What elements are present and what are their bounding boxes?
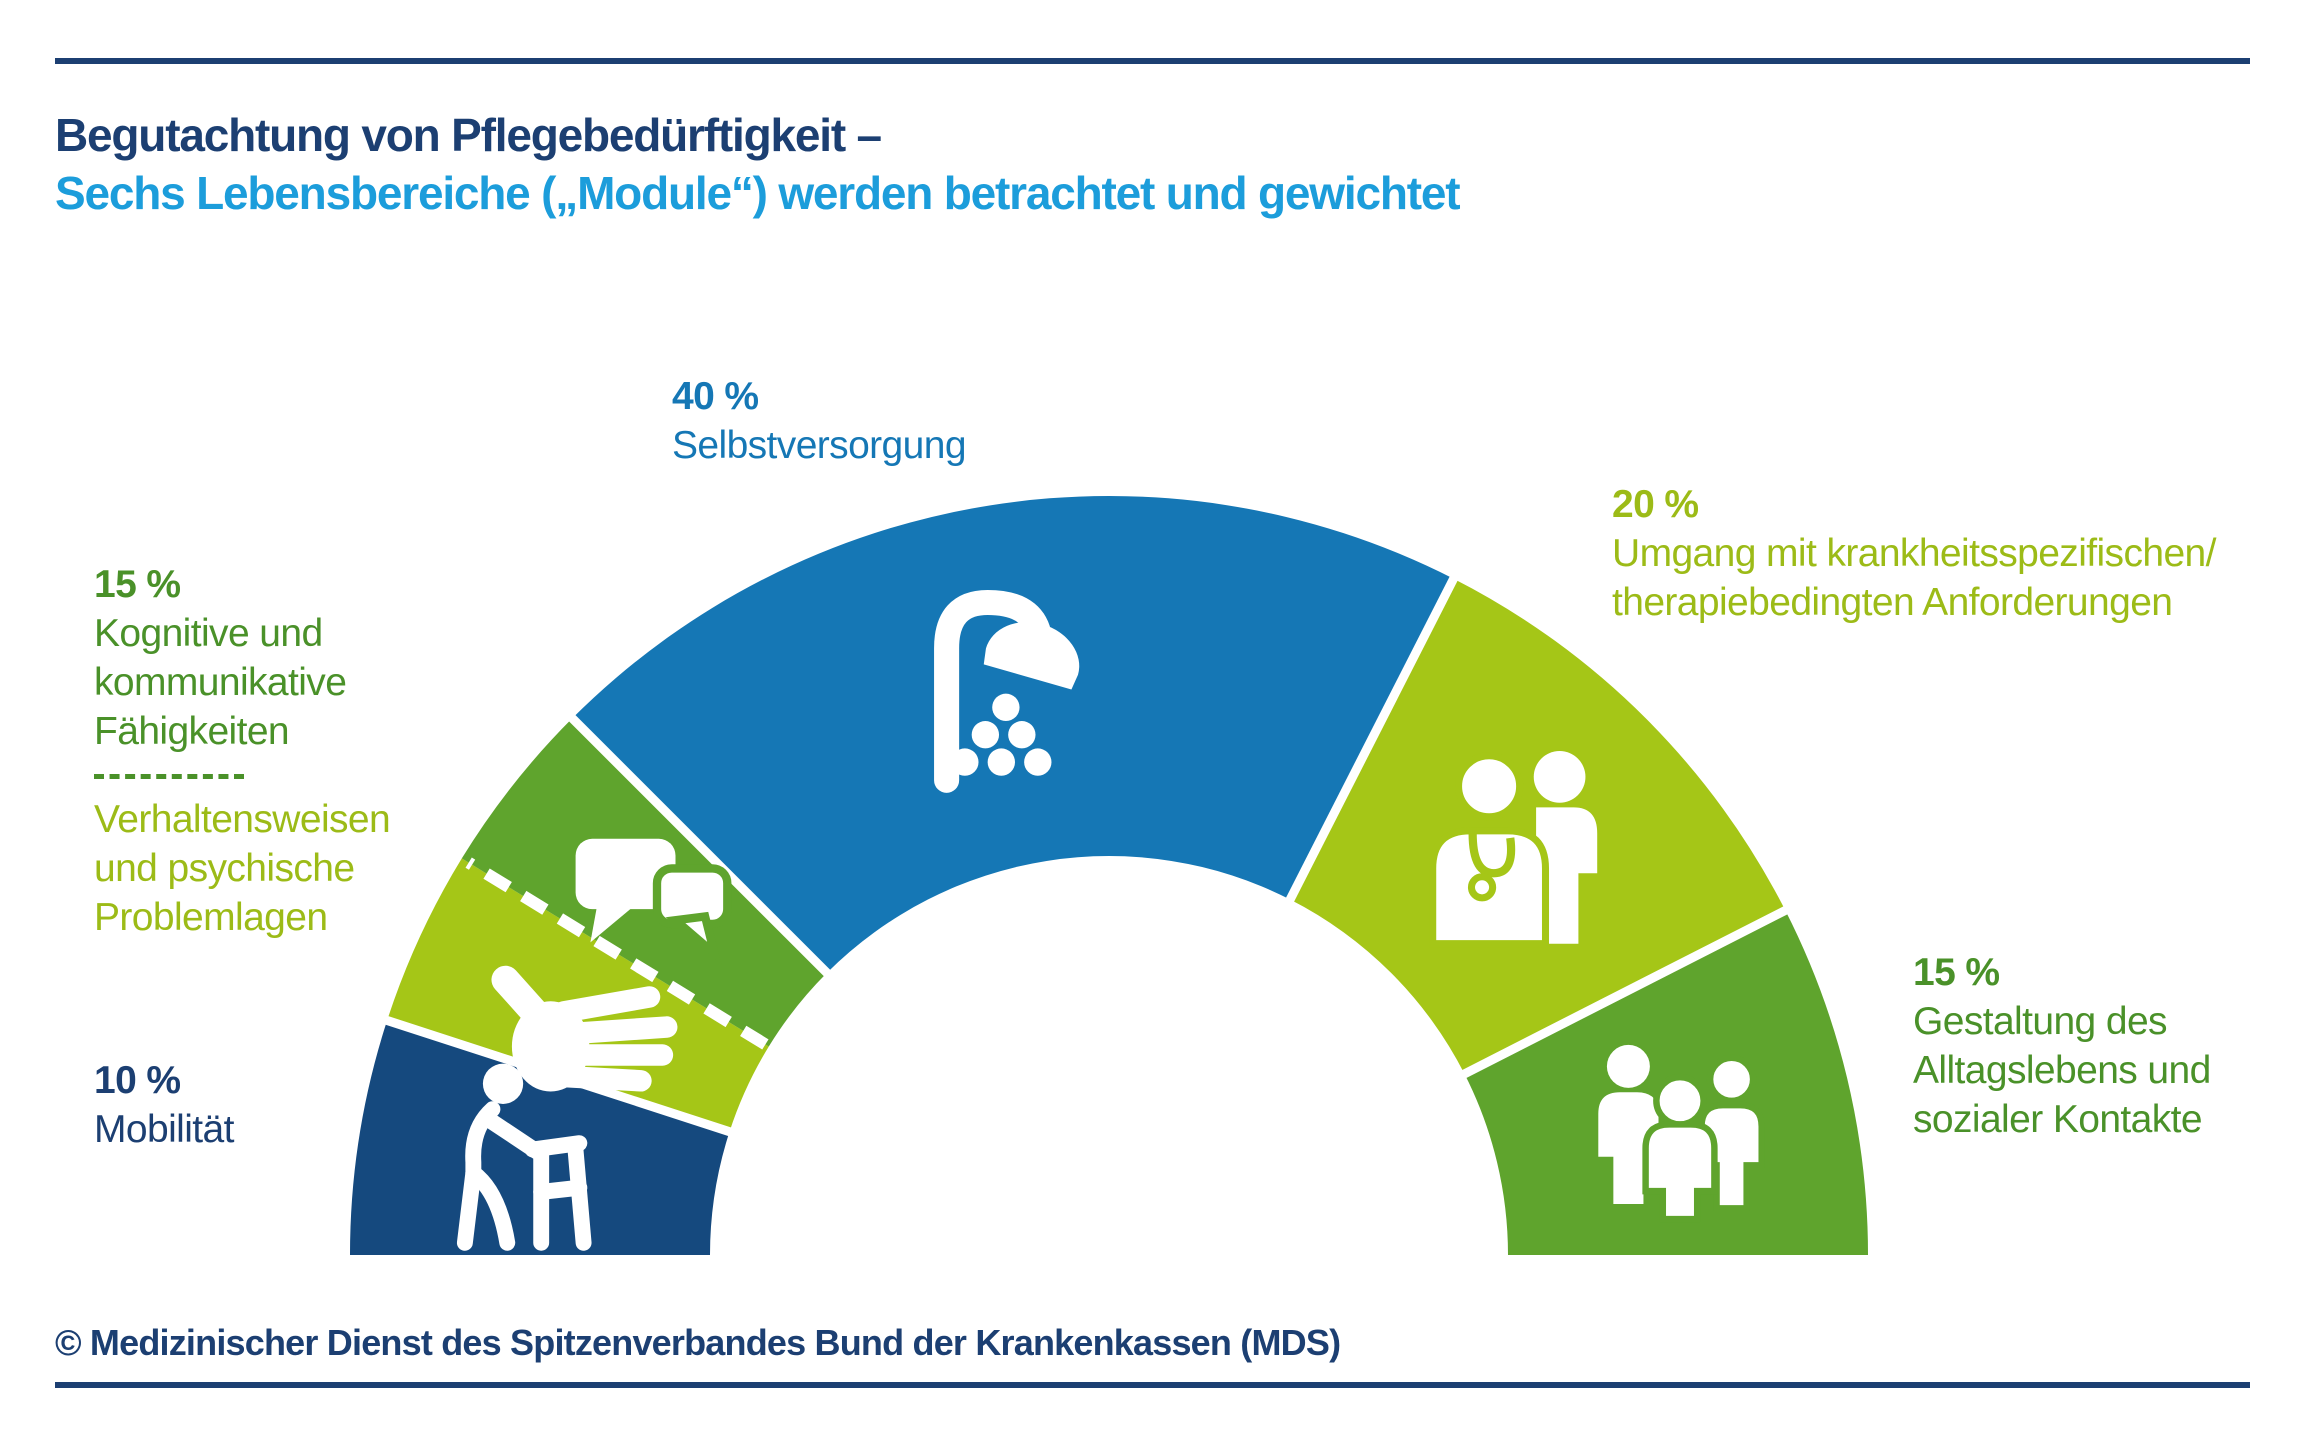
label-line: Verhaltensweisen — [94, 798, 391, 841]
top-rule — [55, 58, 2250, 64]
label-selbstversorgung: 40 % Selbstversorgung — [672, 372, 967, 470]
segment-verhaltensweisen — [387, 858, 769, 1132]
segment-divider — [1283, 571, 1461, 907]
title-line-2: Sechs Lebensbereiche („Module“) werden b… — [55, 167, 1461, 219]
label-kognitive-verhaltensweisen: 15 % Kognitive und kommunikative Fähigke… — [94, 560, 391, 942]
doctor-patient-icon — [1433, 751, 1598, 944]
label-line: therapiebedingten Anforderungen — [1612, 581, 2173, 624]
label-umgang: 20 % Umgang mit krankheitsspezifischen/ … — [1612, 480, 2216, 627]
label-line: Kognitive und — [94, 612, 323, 655]
label-line: Umgang mit krankheitsspezifischen/ — [1612, 532, 2216, 575]
label-line: sozialer Kontakte — [1913, 1098, 2203, 1141]
label-line: und psychische — [94, 847, 355, 890]
percent-selbstversorgung: 40 % — [672, 375, 759, 418]
label-gestaltung: 15 % Gestaltung des Alltagslebens und so… — [1913, 948, 2211, 1144]
label-line: Gestaltung des — [1913, 1000, 2168, 1043]
percent-umgang: 20 % — [1612, 483, 1699, 526]
label-line: Fähigkeiten — [94, 710, 290, 753]
segment-divider — [564, 710, 835, 981]
segment-divider — [1457, 903, 1793, 1081]
dashed-separator — [94, 774, 244, 779]
bottom-rule — [55, 1382, 2250, 1388]
label-line: Alltagslebens und — [1913, 1049, 2211, 1092]
label-line: Mobilität — [94, 1108, 234, 1151]
label-line: kommunikative — [94, 661, 347, 704]
copyright-credit: © Medizinischer Dienst des Spitzenverban… — [55, 1322, 1341, 1363]
percent-mobilitaet: 10 % — [94, 1059, 181, 1102]
percent-gestaltung: 15 % — [1913, 951, 2000, 994]
title-line-1: Begutachtung von Pflegebedürftigkeit – — [55, 109, 882, 161]
dashed-segment-divider — [465, 857, 769, 1050]
label-mobilitaet: 10 % Mobilität — [94, 1056, 234, 1154]
percent-kognitive: 15 % — [94, 563, 181, 606]
label-line: Problemlagen — [94, 896, 328, 939]
segment-mobilitaet — [350, 1020, 730, 1255]
label-line: Selbstversorgung — [672, 424, 967, 467]
page-title: Begutachtung von Pflegebedürftigkeit – S… — [55, 106, 1461, 222]
